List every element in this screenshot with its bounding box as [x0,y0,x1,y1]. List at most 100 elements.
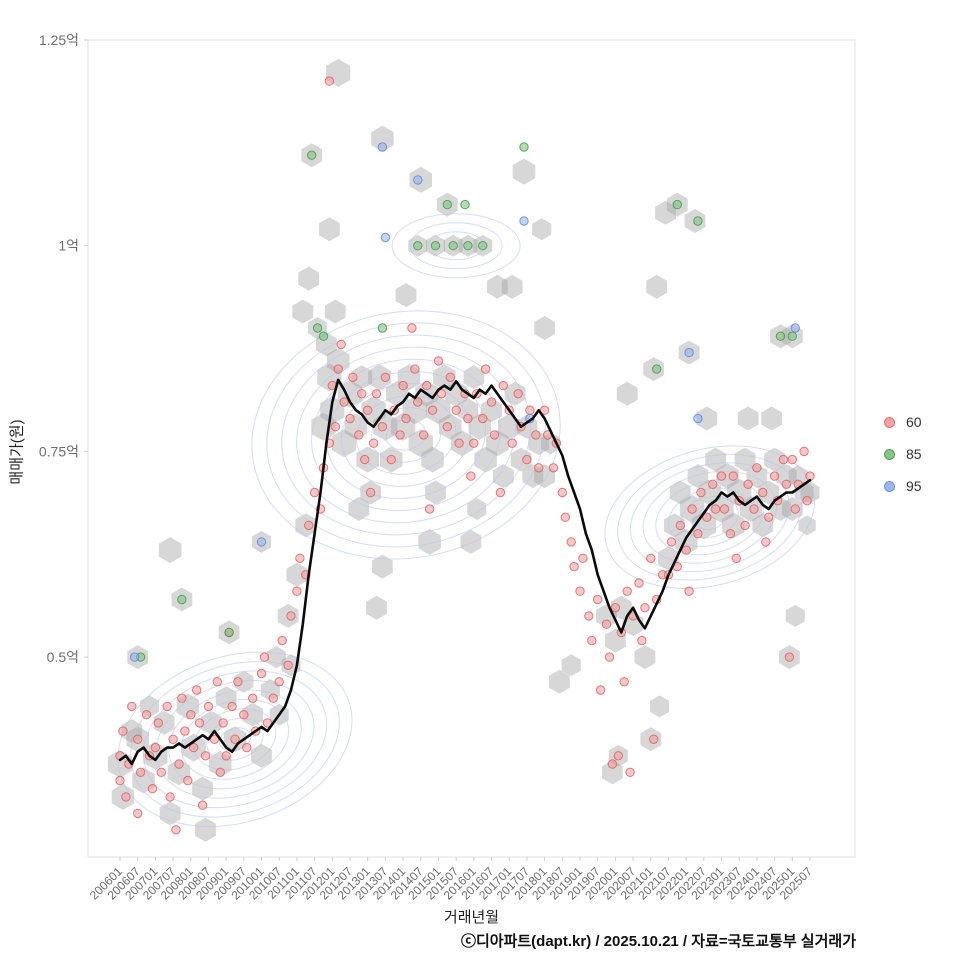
scatter-point-60 [165,792,175,802]
scatter-point-85 [312,323,323,333]
hex-bin [372,554,393,579]
scatter-point-60 [380,372,391,382]
scatter-point-60 [728,471,738,481]
trend-line [118,378,812,766]
scatter-point-85 [448,241,458,251]
scatter-point-60 [513,389,523,399]
hex-bin [153,710,175,735]
scatter-point-60 [256,668,267,679]
scatter-point-60 [304,520,314,531]
scatter-point-60 [548,463,559,473]
legend-item-85[interactable]: 85 [884,446,922,462]
scatter-point-60 [171,825,181,835]
hex-bin [716,463,739,490]
scatter-point-95 [684,347,694,358]
hex-bin [195,817,216,842]
scatter-point-60 [778,454,789,465]
scatter-point-60 [410,364,420,374]
scatter-point-60 [354,430,364,440]
legend-item-60[interactable]: 60 [884,414,922,430]
scatter-point-60 [749,504,759,514]
scatter-point-85 [177,594,187,605]
hex-bin [366,595,387,620]
hex-bin [298,266,320,291]
scatter-point-60 [295,553,305,563]
legend-dot [884,448,895,460]
hex-bin [319,217,340,242]
scatter-point-60 [292,586,302,596]
hex-bin [234,670,254,693]
hex-bin [669,480,691,505]
scatter-point-60 [427,405,438,415]
hex-bin [426,396,451,425]
scatter-point-60 [233,677,243,687]
contour-line [251,310,561,560]
scatter-point-60 [189,742,199,753]
scatter-point-60 [451,405,461,415]
hex-bin [705,447,726,472]
hex-bin [737,406,759,431]
contour-line [206,717,264,761]
legend: 60 85 95 [884,414,922,494]
scatter-point-60 [365,487,376,498]
hex-bin [646,274,668,299]
scatter-point-60 [666,537,677,547]
scatter-point-95 [377,142,388,152]
scatter-point-60 [268,693,278,703]
scatter-point-60 [215,767,226,777]
scatter-point-60 [368,438,379,448]
scatter-point-60 [498,380,508,391]
hex-bin [512,158,536,185]
hex-bin [761,406,783,431]
scatter-point-60 [433,356,444,366]
scatter-point-60 [489,430,500,440]
hex-bin [650,695,670,718]
scatter-point-60 [463,413,473,424]
hex-bin [143,741,168,770]
hex-bin [418,528,441,555]
scatter-point-60 [578,553,588,563]
scatter-point-60 [593,594,603,605]
scatter-point-60 [242,742,252,753]
contour-line [355,395,457,475]
hex-bin [532,218,552,241]
scatter-point-60 [377,422,388,432]
hex-bin [492,464,514,489]
scatter-point-85 [672,199,682,210]
legend-item-95[interactable]: 95 [884,478,922,494]
scatter-point-60 [480,364,491,374]
hex-bin [610,595,632,620]
contour-line [391,213,521,279]
legend-label: 85 [906,446,922,462]
scatter-point-60 [348,372,358,382]
scatter-point-60 [309,487,320,498]
hex-bin [634,645,656,670]
scatter-point-85 [478,241,488,251]
scatter-point-60 [230,734,240,744]
scatter-point-95 [380,232,391,243]
scatter-point-60 [324,76,335,86]
scatter-point-85 [430,241,441,251]
scatter-point-60 [466,471,476,481]
scatter-point-85 [377,323,388,333]
scatter-point-60 [419,430,429,440]
y-axis-title: 매매가(원) [8,419,26,485]
scatter-point-60 [209,734,220,744]
contour-line [193,708,277,771]
scatter-point-60 [218,718,228,728]
scatter-point-85 [307,150,317,160]
y-tick-label: 1.25억 [39,32,79,48]
scatter-point-60 [141,710,152,720]
hex-bin [561,654,581,677]
scatter-point-60 [637,635,647,646]
scatter-point-60 [197,800,208,810]
contour-line [142,670,328,809]
scatter-point-60 [135,767,146,777]
hex-bin [292,299,314,324]
contour-line [130,661,340,818]
scatter-point-60 [595,685,606,695]
scatter-point-60 [486,397,497,407]
hex-bin [351,365,373,390]
scatter-point-60 [274,677,284,687]
